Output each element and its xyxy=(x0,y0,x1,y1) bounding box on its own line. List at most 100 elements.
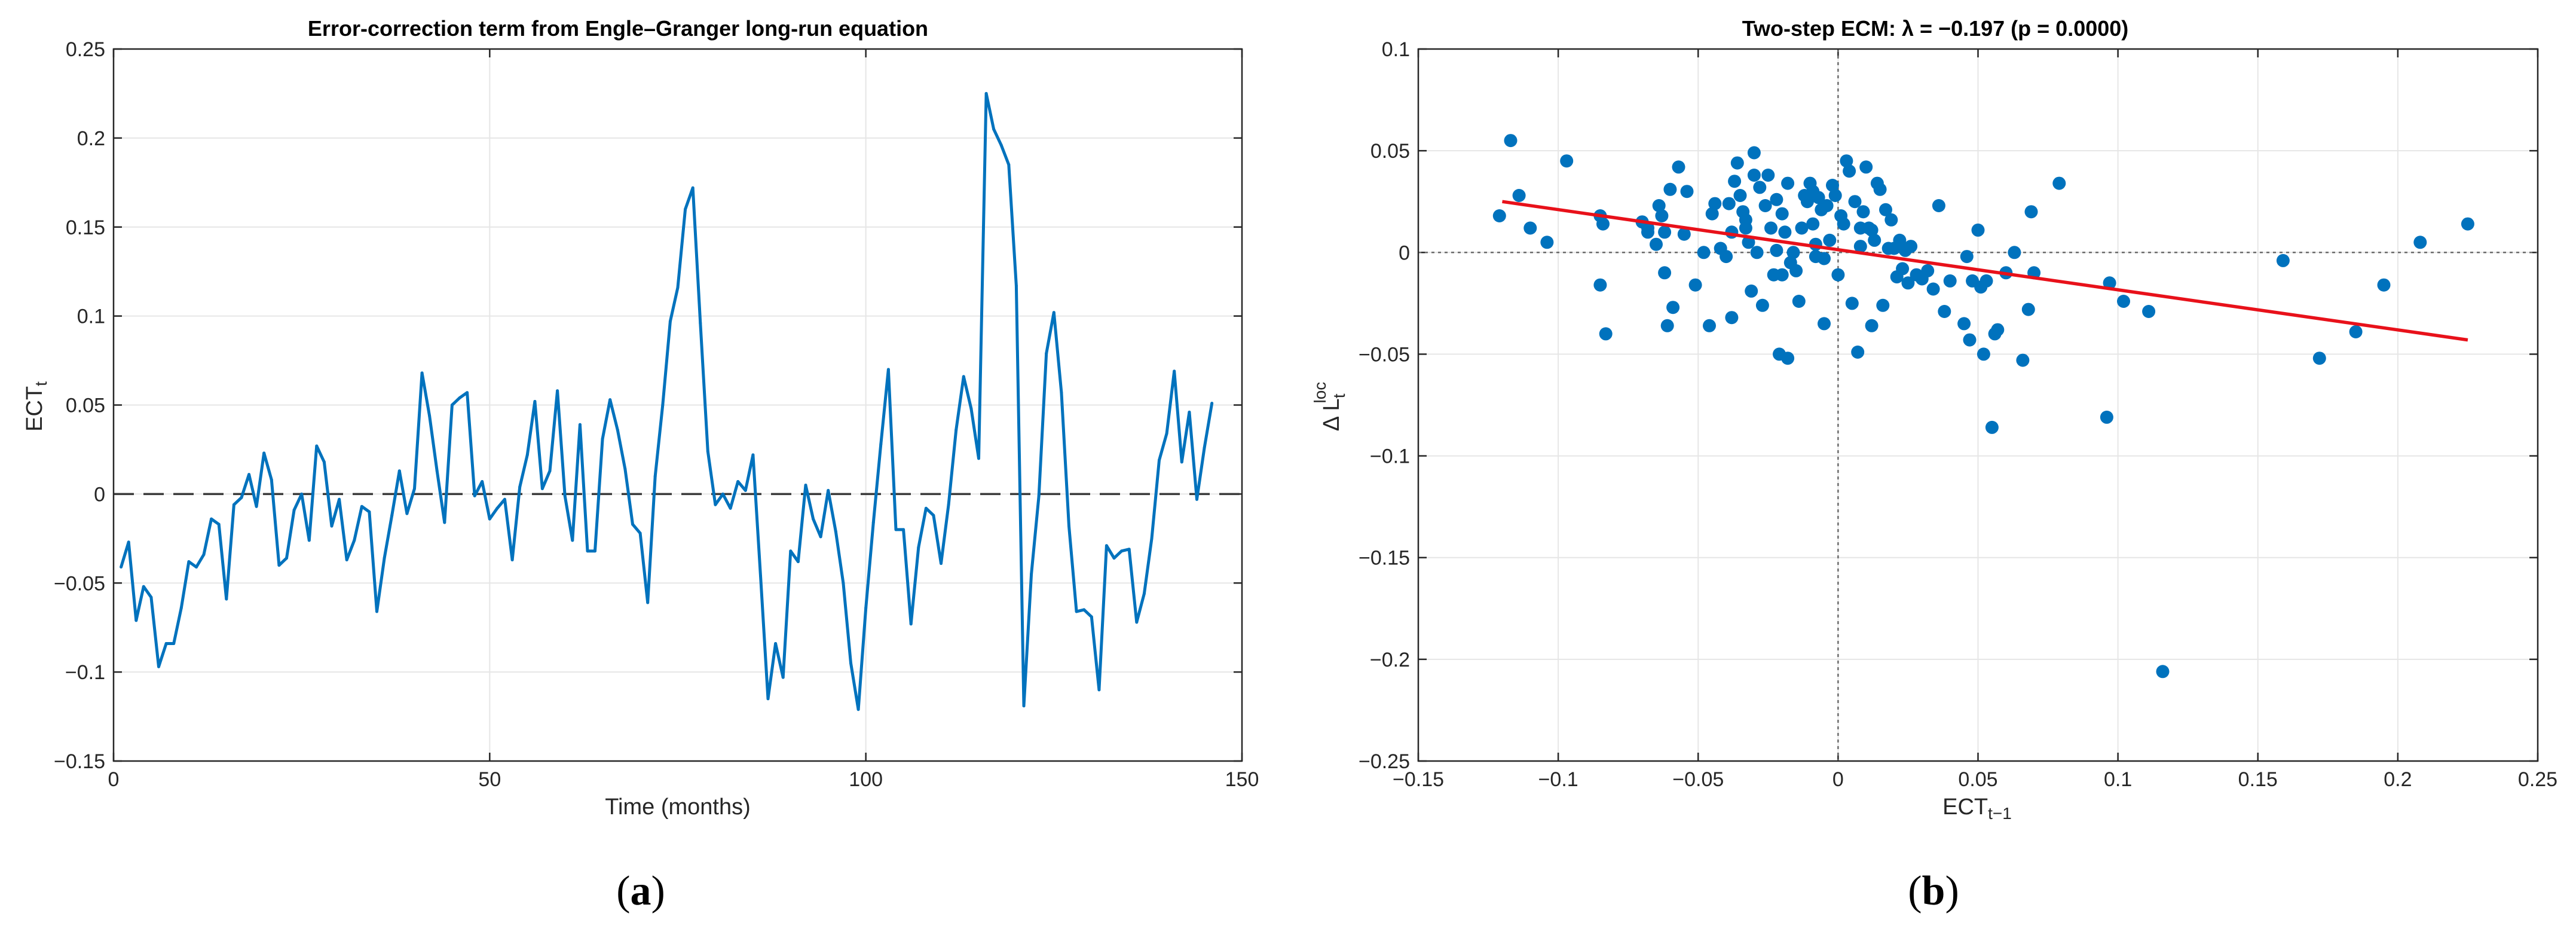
panel-b-scatter-point xyxy=(2016,353,2030,367)
panel-b-scatter-point xyxy=(1658,225,1672,239)
panel-b-scatter-point xyxy=(1730,156,1744,170)
panel-a-data-point xyxy=(142,585,145,588)
panel-a-y-tick-label: −0.15 xyxy=(54,750,105,773)
panel-b-scatter-point xyxy=(1742,236,1755,249)
panel-a-data-point xyxy=(616,428,619,432)
panel-b-scatter-point xyxy=(1792,295,1806,308)
panel-a-data-point xyxy=(262,451,266,455)
panel-a-data-point xyxy=(638,531,642,535)
panel-b-x-tick-label: 0 xyxy=(1832,768,1844,791)
panel-b-scatter-point xyxy=(1728,175,1742,188)
panel-a-data-point xyxy=(879,442,883,446)
panel-b-scatter-point xyxy=(1943,274,1957,288)
panel-b-scatter-point xyxy=(1747,146,1761,160)
panel-b-y-label-sup: loc xyxy=(1311,382,1329,404)
panel-b-scatter-point xyxy=(1826,179,1839,192)
panel-a-data-point xyxy=(450,404,454,407)
panel-a-data-point xyxy=(458,396,461,400)
panel-b-fitted-line xyxy=(1502,200,2468,342)
panel-b-scatter-point xyxy=(1596,217,1610,231)
panel-a-data-point xyxy=(540,487,544,490)
panel-a-data-point xyxy=(255,505,258,508)
panel-a-data-point xyxy=(827,488,830,492)
panel-a-data-point xyxy=(405,512,409,515)
panel-b-y-tick-label: 0.1 xyxy=(1382,38,1410,61)
panel-a-data-point xyxy=(270,478,273,482)
panel-a-data-point xyxy=(1142,592,1146,595)
panel-a-data-point xyxy=(571,539,574,542)
panel-b-y-label-main: Δ L xyxy=(1319,398,1344,431)
panel-a-data-point xyxy=(1120,549,1124,553)
panel-b-scatter-point xyxy=(1910,268,1923,282)
panel-b-scatter-point xyxy=(1680,185,1694,198)
panel-a-data-point xyxy=(481,480,484,483)
panel-b-scatter-point xyxy=(1873,182,1887,196)
panel-a-y-label-main: ECT xyxy=(22,386,47,432)
panel-b-scatter-point xyxy=(1820,199,1834,212)
panel-a-data-point xyxy=(661,404,665,407)
panel-b-x-tick-label: 0.05 xyxy=(1958,768,1997,791)
panel-a-data-point xyxy=(856,708,860,711)
panel-b-scatter-point xyxy=(1775,268,1789,282)
panel-a-data-point xyxy=(322,460,326,464)
panel-b-scatter-point xyxy=(1938,305,1951,318)
panel-a-data-point xyxy=(390,514,394,517)
panel-b-scatter-point xyxy=(1512,189,1526,202)
panel-b-title: Two-step ECM: λ = −0.197 (p = 0.0000) xyxy=(1742,16,2129,41)
panel-a-y-tick-label: 0.2 xyxy=(77,127,105,150)
panel-a-data-point xyxy=(984,91,988,95)
panel-a-x-axis-label: Time (months) xyxy=(605,795,751,820)
panel-b-scatter-point xyxy=(2461,217,2474,231)
panel-a-x-tick-label: 100 xyxy=(849,768,883,791)
panel-a-data-point xyxy=(1052,311,1056,314)
panel-a-data-point xyxy=(706,450,709,453)
panel-a-data-point xyxy=(187,560,191,563)
panel-a-data-point xyxy=(781,676,785,679)
panel-b-scatter-point xyxy=(1560,154,1574,168)
panel-a-data-point xyxy=(940,562,943,565)
panel-a-data-point xyxy=(397,469,401,473)
panel-a-data-point xyxy=(842,581,845,585)
panel-b-scatter-point xyxy=(1781,176,1795,190)
panel-b-scatter-point xyxy=(1492,209,1506,222)
panel-b-scatter-point xyxy=(2413,236,2427,249)
panel-a-data-point xyxy=(932,514,935,517)
panel-b-scatter-point xyxy=(2117,295,2130,308)
panel-b-scatter-point xyxy=(2008,246,2021,259)
panel-b-scatter-point xyxy=(1593,278,1607,292)
panel-b-scatter-point xyxy=(1837,217,1850,231)
panel-a-data-point xyxy=(684,207,687,211)
panel-a-data-point xyxy=(608,398,612,402)
panel-b-scatter-point xyxy=(2103,276,2116,290)
panel-b-scatter-point xyxy=(1865,319,1879,332)
panel-a-data-point xyxy=(864,606,868,610)
panel-a-data-point xyxy=(1173,369,1176,373)
panel-b-scatter-point xyxy=(1660,319,1674,332)
panel-a-data-point xyxy=(1158,459,1161,462)
panel-b-x-tick-label: −0.05 xyxy=(1672,768,1724,791)
panel-b-x-label-sub: t−1 xyxy=(1988,804,2012,823)
panel-a-y-tick-label: 0.25 xyxy=(66,38,105,61)
panel-a-data-point xyxy=(428,414,432,417)
panel-b-scatter-point xyxy=(1926,282,1940,296)
panel-a-tag-letter: a xyxy=(631,868,651,914)
panel-a-data-point xyxy=(1135,621,1139,624)
panel-b-scatter-point xyxy=(2349,325,2363,338)
panel-b-scatter-point xyxy=(1843,164,1856,178)
panel-b-scatter-point xyxy=(1747,169,1761,182)
panel-b-scatter-point xyxy=(2312,352,2326,365)
panel-a-data-point xyxy=(466,391,469,395)
panel-a-data-point xyxy=(307,539,311,542)
panel-a-data-point xyxy=(999,143,1003,147)
panel-a-x-tick-label: 0 xyxy=(108,768,120,791)
panel-b-scatter-point xyxy=(1778,225,1792,239)
panel-a-data-point xyxy=(1150,537,1154,540)
panel-b-scatter-point xyxy=(1663,182,1677,196)
panel-a-data-point xyxy=(292,508,296,512)
panel-a-data-point xyxy=(676,286,680,289)
panel-b-scatter-point xyxy=(1971,223,1985,237)
panel-a-data-point xyxy=(563,494,567,497)
panel-a-data-point xyxy=(1030,572,1033,576)
panel-b-scatter-point xyxy=(2377,278,2391,292)
panel-a-data-point xyxy=(1180,460,1183,464)
